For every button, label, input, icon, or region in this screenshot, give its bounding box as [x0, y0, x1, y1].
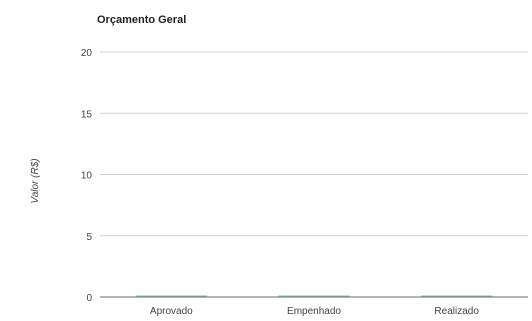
- bar-aprovado: [135, 295, 207, 297]
- y-tick-label: 0: [86, 293, 92, 304]
- y-tick-label: 15: [81, 109, 93, 120]
- y-ticks: 0 5 10 15 20: [81, 48, 93, 304]
- bar-empenhado: [278, 295, 350, 297]
- bar-realizado: [421, 295, 493, 297]
- y-tick-label: 5: [86, 232, 92, 243]
- x-ticks: Aprovado Empenhado Realizado: [150, 306, 479, 317]
- grid: [100, 51, 528, 298]
- x-tick-label: Aprovado: [150, 306, 193, 317]
- x-tick-label: Empenhado: [287, 306, 341, 317]
- y-tick-label: 20: [81, 48, 93, 59]
- y-tick-label: 10: [81, 171, 93, 182]
- chart-title: Orçamento Geral: [97, 14, 186, 26]
- y-axis-label: Valor (R$): [30, 158, 41, 203]
- x-tick-label: Realizado: [434, 306, 479, 317]
- bars: [135, 295, 493, 297]
